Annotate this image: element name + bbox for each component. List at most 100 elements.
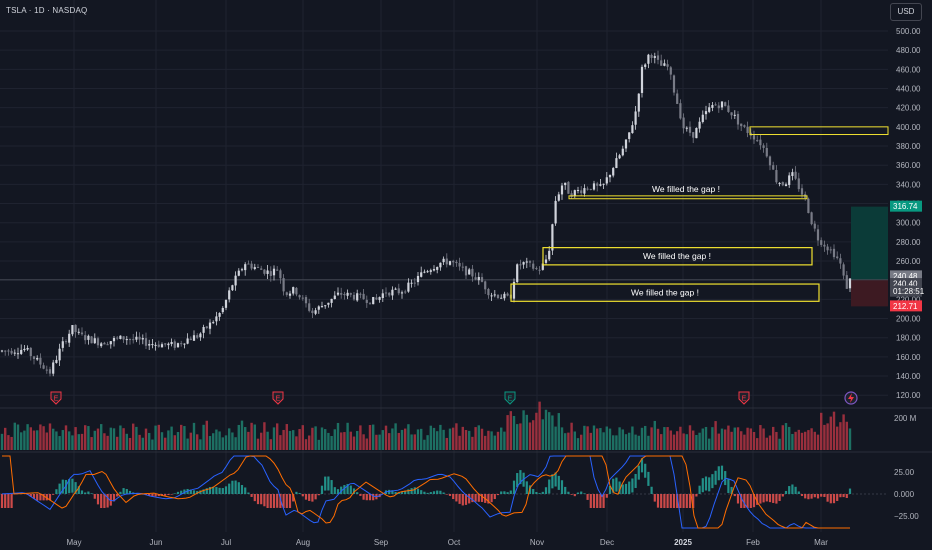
macd-histogram-bar	[359, 494, 362, 496]
volume-bar	[148, 432, 151, 450]
candle-body	[224, 300, 228, 308]
candle-body	[487, 289, 490, 296]
candle-body	[413, 282, 416, 284]
macd-histogram-bar	[349, 485, 352, 494]
volume-bar	[404, 428, 407, 450]
macd-histogram-bar	[487, 494, 490, 504]
candle-body	[36, 357, 39, 360]
macd-histogram-bar	[442, 492, 445, 494]
macd-histogram-bar	[247, 492, 250, 494]
volume-bar	[765, 437, 768, 450]
candle-body	[452, 260, 455, 263]
volume-bar	[640, 427, 644, 450]
macd-histogram-bar	[791, 484, 794, 494]
time-axis-label: 2025	[674, 538, 692, 547]
earnings-icon[interactable]	[738, 391, 750, 405]
candle-body	[746, 126, 749, 133]
volume-bar	[240, 420, 244, 450]
candle-body	[125, 339, 128, 341]
time-axis-label: Oct	[448, 538, 461, 547]
price-tick-label: 400.00	[896, 123, 921, 132]
earnings-icon[interactable]	[272, 391, 284, 405]
macd-histogram-bar	[621, 484, 624, 494]
candle-body	[260, 268, 263, 270]
volume-bar	[391, 428, 394, 450]
volume-bar	[128, 437, 132, 450]
volume-bar	[10, 436, 13, 450]
macd-histogram-bar	[439, 490, 442, 494]
volume-bar	[39, 424, 42, 450]
candle-body	[592, 183, 596, 190]
volume-bar	[580, 434, 583, 450]
candle-body	[362, 293, 365, 300]
candle-body	[599, 184, 602, 186]
candle-body	[32, 356, 36, 359]
candle-body	[570, 193, 573, 197]
macd-histogram-bar	[493, 494, 496, 500]
macd-histogram-bar	[429, 492, 432, 494]
volume-bar	[250, 422, 253, 450]
candle-body	[682, 117, 685, 129]
candle-body	[685, 127, 688, 129]
macd-histogram-bar	[554, 472, 557, 487]
earnings-label: E	[508, 396, 513, 403]
macd-histogram-bar	[336, 489, 340, 494]
candle-body	[176, 343, 180, 348]
volume-bar	[196, 434, 199, 450]
currency-button[interactable]: USD	[890, 3, 922, 21]
candle-body	[208, 322, 212, 329]
candle-body	[522, 262, 525, 265]
candle-body	[628, 132, 631, 139]
macd-histogram-bar	[845, 494, 848, 498]
macd-histogram-bar	[740, 494, 743, 508]
macd-histogram-bar	[794, 486, 797, 494]
macd-histogram-bar	[103, 494, 106, 508]
macd-histogram-bar	[320, 485, 324, 494]
candle-body	[90, 336, 93, 344]
volume-bar	[55, 431, 58, 450]
macd-histogram-bar	[170, 494, 173, 495]
volume-bar	[762, 428, 765, 450]
volume-bar	[791, 433, 794, 450]
volume-bar	[199, 439, 202, 450]
macd-histogram-bar	[826, 494, 829, 502]
volume-bar	[170, 426, 173, 450]
earnings-icon[interactable]	[504, 391, 516, 405]
candle-body	[324, 305, 327, 307]
volume-bar	[839, 422, 842, 450]
candle-body	[16, 353, 20, 355]
volume-bar	[490, 431, 493, 450]
macd-histogram-bar	[682, 494, 685, 508]
volume-bar	[74, 427, 77, 450]
candle-body	[548, 250, 551, 260]
candle-body	[512, 281, 516, 299]
macd-histogram-bar	[282, 494, 285, 508]
macd-histogram-bar	[308, 494, 311, 501]
volume-bar	[573, 431, 576, 450]
volume-bar	[826, 423, 829, 450]
macd-histogram-bar	[544, 487, 548, 494]
volume-bar	[26, 424, 29, 450]
volume-bar	[215, 429, 218, 450]
candle-body	[589, 188, 592, 190]
earnings-icon[interactable]	[50, 391, 62, 405]
macd-histogram-bar	[720, 465, 724, 480]
candle-body	[416, 275, 420, 283]
volume-bar	[208, 436, 212, 450]
macd-histogram-bar	[730, 486, 733, 494]
volume-bar	[58, 436, 61, 450]
macd-histogram-bar	[52, 494, 55, 495]
macd-histogram-bar	[279, 494, 282, 508]
candle-body	[269, 271, 272, 276]
macd-histogram-bar	[397, 492, 400, 494]
macd-histogram-bar	[330, 480, 333, 494]
macd-histogram-bar	[500, 491, 503, 494]
macd-histogram-bar	[490, 494, 493, 503]
candle-body	[768, 156, 772, 166]
macd-histogram-bar	[285, 494, 288, 508]
candle-body	[356, 293, 359, 301]
volume-bar	[231, 432, 234, 450]
volume-bar	[234, 437, 237, 450]
bolt-icon	[848, 393, 854, 403]
